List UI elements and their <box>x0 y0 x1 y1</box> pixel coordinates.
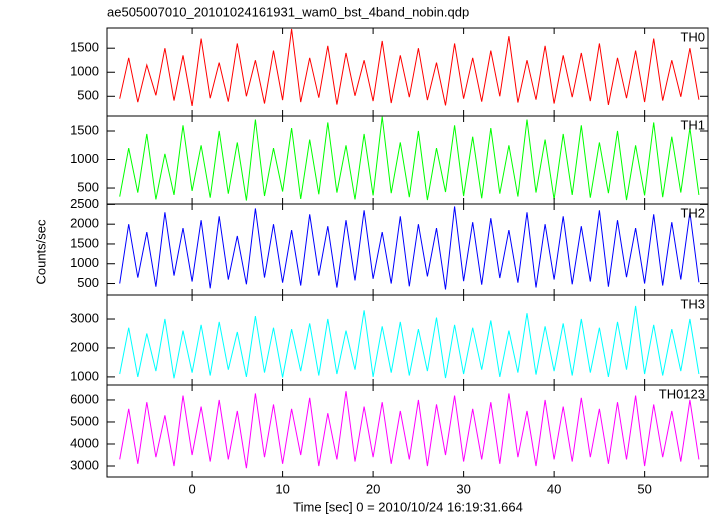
y-tick-label: 500 <box>77 88 99 103</box>
data-line <box>119 116 700 201</box>
data-line <box>119 28 700 106</box>
data-line <box>119 391 700 469</box>
y-axis-label: Counts/sec <box>33 219 48 285</box>
y-tick-label: 1500 <box>70 235 99 250</box>
y-tick-label: 2000 <box>70 216 99 231</box>
y-tick-label: 2000 <box>70 339 99 354</box>
panel-label: TH1 <box>680 117 705 132</box>
y-tick-label: 2500 <box>70 196 99 211</box>
x-axis-label: Time [sec] 0 = 2010/10/24 16:19:31.664 <box>293 499 523 514</box>
y-tick-label: 1500 <box>70 40 99 55</box>
x-tick-label: 50 <box>637 481 651 496</box>
x-tick-label: 10 <box>275 481 289 496</box>
panel-label: TH2 <box>680 205 705 220</box>
y-tick-label: 1500 <box>70 122 99 137</box>
panel-label: TH3 <box>680 296 705 311</box>
y-tick-label: 3000 <box>70 310 99 325</box>
y-tick-label: 1000 <box>70 64 99 79</box>
y-tick-label: 1000 <box>70 151 99 166</box>
panel-frame <box>106 294 709 386</box>
x-tick-label: 30 <box>456 481 470 496</box>
y-tick-label: 3000 <box>70 457 99 472</box>
y-tick-label: 1000 <box>70 368 99 383</box>
x-tick-label: 20 <box>366 481 380 496</box>
chart-title: ae505007010_20101024161931_wam0_bst_4ban… <box>107 4 469 19</box>
x-tick-label: 0 <box>188 481 195 496</box>
y-tick-label: 6000 <box>70 391 99 406</box>
data-line <box>119 206 700 290</box>
x-tick-label: 40 <box>547 481 561 496</box>
data-line <box>119 305 700 379</box>
panel-frame <box>106 115 709 205</box>
y-tick-label: 1000 <box>70 255 99 270</box>
y-tick-label: 5000 <box>70 413 99 428</box>
panel-frame <box>106 27 709 117</box>
y-tick-label: 4000 <box>70 435 99 450</box>
panel-label: TH0123 <box>659 386 705 401</box>
y-tick-label: 500 <box>77 275 99 290</box>
panel-frame <box>106 384 709 478</box>
y-tick-label: 500 <box>77 179 99 194</box>
panel-label: TH0 <box>680 29 705 44</box>
